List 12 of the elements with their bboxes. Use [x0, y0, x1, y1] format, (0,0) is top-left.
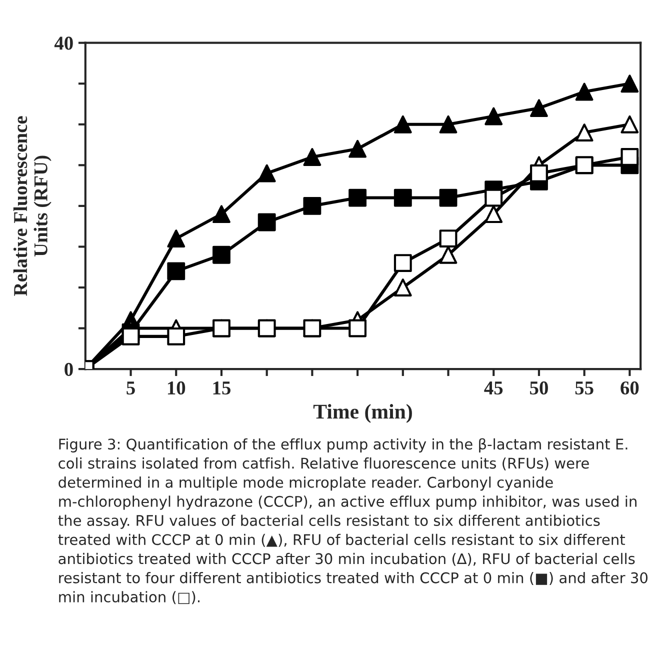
text: Figure 3: Quantification of the efflux pump activity in the β-lactam resistant E. coli strains isolated from catfish. Relative fluorescence units (RFUs) were determined in a multiple mode microplate reader. Carbonyl cyanide m-chlorophenyl hydrazone (CCCP), an active efflux pump inhibitor, was used in the assay. RFU values of bacterial cells resistant to six different antibiotics treated with CCCP at 0 min (▲), RFU of bacterial cells resistant to six different antibiotics treated with CCCP after 30 min incubation (∆), RFU of bacterial cells resistant to four different antibiotics treated with CCCP at 0 min (■) and after 30 min incubation (□).: [58, 438, 648, 604]
x-axis-title: Time (min): [313, 404, 412, 423]
x-tick-label: 45: [484, 382, 503, 395]
x-tick-label: 60: [620, 381, 639, 395]
x-tick-label: 10: [168, 381, 186, 395]
x-tick-label: 50: [530, 381, 548, 395]
x-tick-label: 5: [126, 382, 135, 395]
y-tick-label: 0: [64, 362, 73, 376]
x-tick-label: 15: [213, 382, 230, 395]
y-axis-title: Relative Fluorescence Units (RFU): [13, 116, 52, 296]
y-tick-label: 40: [54, 36, 73, 50]
x-tick-label: 55: [575, 382, 594, 395]
